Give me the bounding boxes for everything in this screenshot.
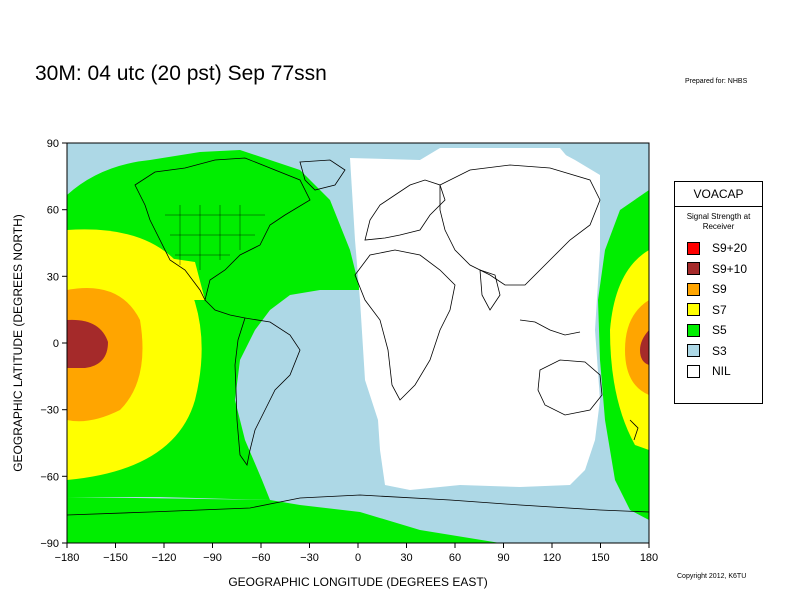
- x-tick-label: −180: [55, 552, 80, 564]
- north-america-borders: [165, 205, 265, 270]
- asia-outline: [439, 164, 601, 286]
- nil-region: [350, 150, 600, 490]
- x-tick-label: 30: [400, 552, 412, 564]
- australia-outline: [537, 359, 603, 416]
- indonesia-outline: [519, 319, 581, 336]
- legend-item-s3: S3: [675, 341, 762, 362]
- legend-label: S9+10: [712, 261, 748, 276]
- legend-item-s5: S5: [675, 320, 762, 341]
- y-tick-label: 60: [47, 205, 59, 217]
- x-tick-label: 90: [497, 552, 509, 564]
- x-tick-label: −120: [152, 552, 177, 564]
- new-zealand-outline: [629, 419, 639, 441]
- south-america-outline: [234, 317, 301, 466]
- y-axis-title: GEOGRAPHIC LATITUDE (DEGREES NORTH): [11, 214, 25, 472]
- legend-swatch: [687, 323, 700, 337]
- legend-label: S5: [712, 323, 727, 338]
- legend-swatch: [687, 364, 700, 378]
- north-america-outline: [134, 157, 311, 302]
- coastlines: [67, 157, 649, 516]
- legend-swatch: [687, 303, 700, 317]
- x-tick-label: 120: [543, 552, 561, 564]
- s9-10-region-left: [67, 319, 108, 368]
- africa-outline: [354, 249, 456, 401]
- legend-subtitle: Signal Strength at Receiver: [686, 212, 751, 231]
- legend-label: S9+20: [712, 241, 748, 256]
- central-america-outline: [204, 299, 246, 319]
- legend-label: S9: [712, 282, 727, 297]
- s9-region-right: [625, 300, 649, 395]
- axis-ticks: [62, 142, 650, 548]
- legend-item-s7: S7: [675, 300, 762, 321]
- x-tick-labels: −180 −150 −120 −90 −60 −30 0 30 60 90 12…: [55, 552, 659, 564]
- y-tick-label: 90: [47, 138, 59, 150]
- x-tick-label: 0: [355, 552, 361, 564]
- s7-region-americas: [168, 258, 205, 300]
- legend-item-nil: NIL: [675, 361, 762, 382]
- s9-10-region-right: [640, 330, 649, 365]
- x-tick-label: −60: [252, 552, 271, 564]
- map-plot-area: [67, 143, 649, 543]
- greenland-outline: [299, 159, 346, 191]
- x-tick-label: −30: [300, 552, 319, 564]
- y-tick-label: 0: [53, 338, 59, 350]
- y-tick-label: −90: [40, 538, 59, 550]
- legend-swatch: [687, 241, 700, 255]
- legend-item-s9-20: S9+20: [675, 238, 762, 259]
- legend-label: S3: [712, 343, 727, 358]
- y-tick-label: −60: [40, 471, 59, 483]
- antarctica-outline: [67, 494, 649, 516]
- x-axis-title: GEOGRAPHIC LONGITUDE (DEGREES EAST): [228, 575, 487, 589]
- legend-swatch: [687, 262, 700, 276]
- copyright-note: Copyright 2012, K6TU: [677, 573, 747, 580]
- x-tick-label: 60: [449, 552, 461, 564]
- x-tick-label: −90: [203, 552, 222, 564]
- legend-label: NIL: [712, 364, 731, 379]
- prepared-for-note: Prepared for: NHBS: [685, 78, 748, 85]
- y-tick-label: −30: [40, 405, 59, 417]
- legend-label: S7: [712, 302, 727, 317]
- s5-region-south-band: [67, 497, 500, 543]
- legend-title: VOACAP: [675, 182, 762, 207]
- x-tick-label: 150: [591, 552, 609, 564]
- india-outline: [479, 269, 501, 311]
- legend-item-s9: S9: [675, 279, 762, 300]
- nil-region-top: [420, 148, 570, 160]
- y-tick-labels: 90 60 30 0 −30 −60 −90: [40, 138, 59, 550]
- legend-items: S9+20 S9+10 S9 S7 S5 S3 NIL: [675, 238, 762, 382]
- y-tick-label: 30: [47, 271, 59, 283]
- map-title: 30M: 04 utc (20 pst) Sep 77ssn: [35, 62, 327, 85]
- x-tick-label: −150: [103, 552, 128, 564]
- x-tick-label: 180: [640, 552, 658, 564]
- legend-item-s9-10: S9+10: [675, 259, 762, 280]
- legend-swatch: [687, 344, 700, 358]
- signal-legend: VOACAP Signal Strength at Receiver S9+20…: [674, 181, 763, 404]
- legend-swatch: [687, 282, 700, 296]
